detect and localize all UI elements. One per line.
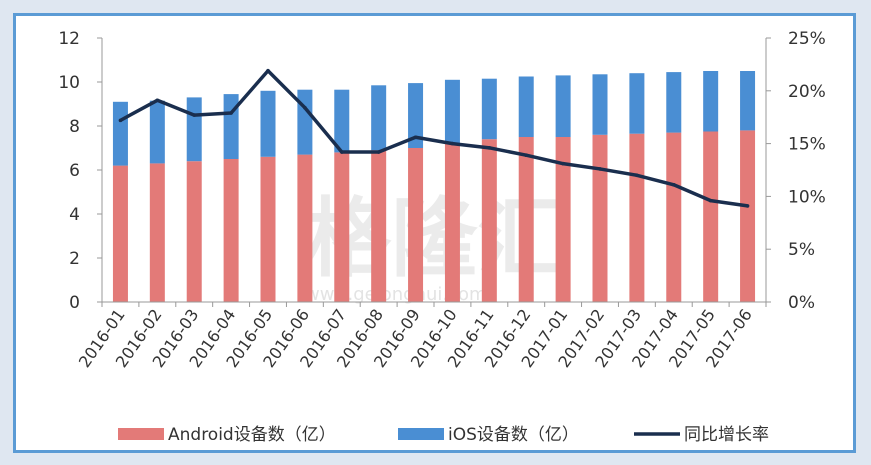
growth-point-2016-01 [118,118,123,123]
y-tick-label: 8 [69,117,80,137]
bar-ios-2016-08 [371,85,387,151]
bar-android-2016-08 [371,150,387,302]
bar-ios-2017-01 [555,75,571,137]
growth-point-2016-04 [229,111,233,115]
legend-label-ios: iOS设备数（亿） [448,425,579,445]
growth-point-2016-03 [192,113,197,117]
bar-android-2017-04 [666,132,682,302]
growth-point-2016-11 [487,146,492,150]
bar-ios-2016-01 [112,101,128,166]
y-tick-label: 2 [69,249,80,269]
bar-ios-2016-03 [186,97,202,162]
y2-tick-label: 10% [788,187,826,207]
y2-tick-label: 15% [788,135,826,155]
growth-point-2016-12 [524,153,529,158]
growth-point-2016-09 [413,135,418,140]
bar-android-2016-09 [408,148,424,302]
growth-point-2016-07 [339,150,344,154]
bar-android-2016-03 [186,161,202,302]
y-tick-label: 10 [58,73,80,93]
bar-ios-2016-05 [260,90,276,157]
line-layer [118,68,750,208]
bar-ios-2016-02 [149,100,165,164]
bar-ios-2016-12 [518,76,534,137]
bar-android-2016-11 [481,139,497,302]
bar-android-2016-12 [518,137,534,302]
y2-tick-label: 25% [788,29,826,49]
bar-android-2016-02 [149,163,165,302]
y-tick-label: 12 [58,29,80,49]
growth-point-2017-01 [561,161,565,166]
y-tick-label: 0 [69,293,80,313]
watermark-url: www.gelonghui.com [305,284,487,305]
legend-label-growth: 同比增长率 [684,425,769,445]
legend-swatch-android [118,428,164,440]
y2-tick-label: 20% [788,82,826,102]
bar-android-2017-05 [703,131,719,302]
bar-android-2016-01 [112,165,128,302]
bar-ios-2016-10 [444,79,460,144]
bar-android-2017-06 [740,130,756,302]
legend-swatch-ios [398,428,444,440]
growth-point-2017-04 [671,182,676,187]
bar-android-2016-06 [297,154,313,302]
bar-android-2016-10 [444,143,460,302]
bar-ios-2017-03 [629,73,645,134]
bar-ios-2017-04 [666,72,682,133]
bar-android-2017-02 [592,134,608,302]
growth-point-2016-05 [266,68,270,73]
growth-point-2016-08 [376,150,381,154]
bar-ios-2016-09 [408,83,424,148]
bar-android-2016-07 [334,152,350,302]
legend: Android设备数（亿） iOS设备数（亿） 同比增长率 [118,425,769,445]
bar-android-2016-04 [223,159,239,302]
y-tick-label: 6 [69,161,80,181]
bar-ios-2016-07 [334,89,350,153]
y-tick-label: 4 [69,205,80,225]
growth-point-2017-03 [635,173,639,178]
bar-ios-2017-02 [592,74,608,135]
bars-layer [112,71,756,302]
growth-line [119,68,748,208]
y2-tick-label: 5% [788,240,815,260]
growth-point-2017-06 [745,204,750,208]
bar-android-2017-01 [555,137,571,302]
bar-android-2017-03 [629,133,645,302]
growth-point-2017-05 [708,198,713,203]
growth-point-2016-10 [450,141,455,146]
legend-label-android: Android设备数（亿） [168,425,336,445]
bar-ios-2016-04 [223,94,239,159]
bar-ios-2016-11 [481,78,497,140]
bar-ios-2017-05 [703,71,719,132]
growth-point-2016-06 [303,105,307,110]
growth-point-2017-02 [598,167,602,171]
y2-tick-label: 0% [788,293,815,313]
bar-android-2016-05 [260,156,276,302]
growth-point-2016-02 [155,98,160,103]
bar-ios-2016-06 [297,89,313,155]
bar-ios-2017-06 [740,71,756,131]
